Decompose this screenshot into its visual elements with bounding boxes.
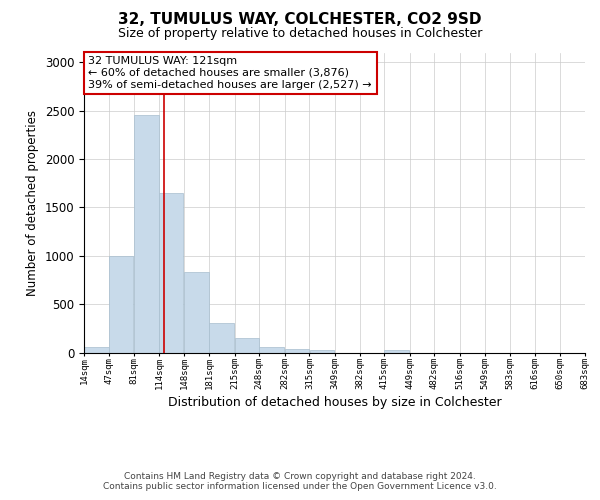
Bar	[259, 347, 284, 352]
Bar	[184, 272, 209, 352]
Bar	[285, 348, 310, 352]
Text: Size of property relative to detached houses in Colchester: Size of property relative to detached ho…	[118, 28, 482, 40]
Bar	[159, 193, 184, 352]
Text: 32 TUMULUS WAY: 121sqm
← 60% of detached houses are smaller (3,876)
39% of semi-: 32 TUMULUS WAY: 121sqm ← 60% of detached…	[88, 56, 372, 90]
Text: Contains HM Land Registry data © Crown copyright and database right 2024.
Contai: Contains HM Land Registry data © Crown c…	[103, 472, 497, 491]
Bar	[385, 350, 409, 352]
Text: 32, TUMULUS WAY, COLCHESTER, CO2 9SD: 32, TUMULUS WAY, COLCHESTER, CO2 9SD	[118, 12, 482, 28]
Bar	[109, 256, 133, 352]
Bar	[209, 324, 233, 352]
Bar	[310, 350, 334, 352]
Bar	[134, 116, 159, 352]
Bar	[84, 347, 109, 352]
X-axis label: Distribution of detached houses by size in Colchester: Distribution of detached houses by size …	[167, 396, 502, 409]
Y-axis label: Number of detached properties: Number of detached properties	[26, 110, 39, 296]
Bar	[235, 338, 259, 352]
